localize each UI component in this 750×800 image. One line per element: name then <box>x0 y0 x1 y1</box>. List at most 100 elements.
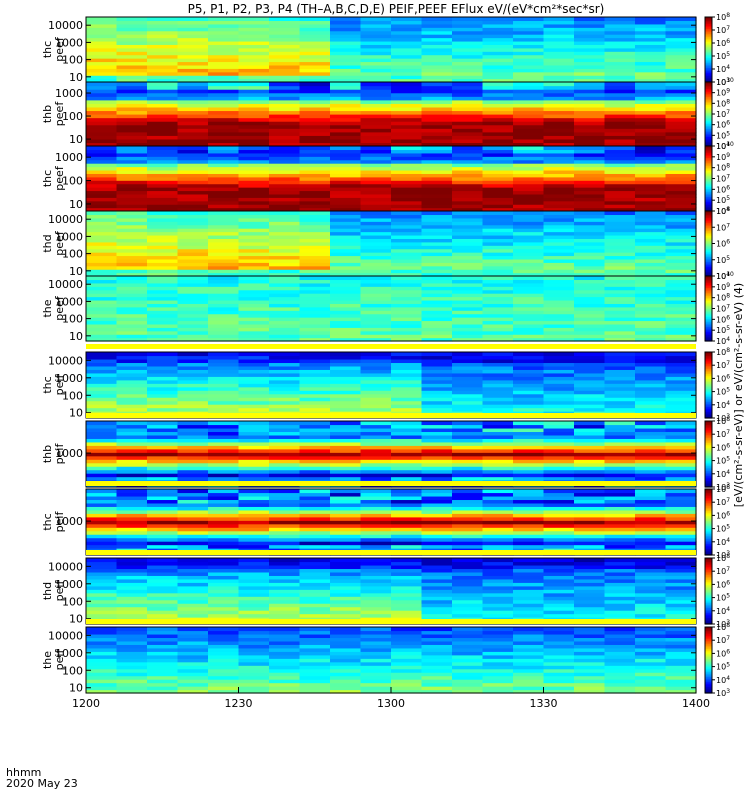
heatmap-cell <box>86 211 118 216</box>
heatmap-cell <box>330 293 362 298</box>
heatmap-cell <box>452 128 484 133</box>
heatmap-cell <box>360 272 392 277</box>
heatmap-cell <box>330 51 362 56</box>
heatmap-cell <box>299 603 331 608</box>
heatmap-cell <box>208 299 240 304</box>
heatmap-cell <box>421 110 453 115</box>
heatmap-cell <box>208 58 240 63</box>
heatmap-cell <box>299 17 331 22</box>
heatmap-cell <box>208 248 240 253</box>
heatmap-cell <box>421 117 453 122</box>
heatmap-cell <box>86 606 118 611</box>
heatmap-cell <box>665 252 697 257</box>
heatmap-cell <box>177 207 209 212</box>
heatmap-cell <box>330 489 362 494</box>
heatmap-cell <box>330 68 362 73</box>
heatmap-cell <box>116 499 148 504</box>
heatmap-cell <box>147 459 179 464</box>
heatmap-cell <box>665 258 697 263</box>
heatmap-cell <box>116 527 148 532</box>
heatmap-cell <box>238 541 270 546</box>
heatmap-cell <box>635 190 667 195</box>
heatmap-cell <box>330 352 362 357</box>
heatmap-cell <box>391 323 423 328</box>
heatmap-cell <box>116 448 148 453</box>
heatmap-cell <box>116 599 148 604</box>
heatmap-cell <box>147 135 179 140</box>
heatmap-cell <box>330 682 362 687</box>
colorbar-swatch <box>705 567 712 571</box>
heatmap-cell <box>635 434 667 439</box>
y-tick-label: 10 <box>69 71 83 84</box>
heatmap-cell <box>665 142 697 147</box>
heatmap-cell <box>635 383 667 388</box>
colorbar-swatch <box>705 202 712 206</box>
heatmap-cell <box>208 323 240 328</box>
heatmap-cell <box>86 452 118 457</box>
heatmap-cell <box>635 390 667 395</box>
heatmap-cell <box>482 156 514 161</box>
colorbar-swatch <box>705 493 712 497</box>
heatmap-cell <box>513 606 545 611</box>
heatmap-cell <box>147 214 179 219</box>
heatmap-cell <box>269 434 301 439</box>
heatmap-cell <box>574 610 606 615</box>
heatmap-cell <box>360 658 392 663</box>
colorbar-swatch <box>705 497 712 500</box>
heatmap-cell <box>116 103 148 108</box>
colorbar-swatch <box>705 458 712 462</box>
heatmap-cell <box>421 173 453 178</box>
heatmap-cell <box>299 358 331 364</box>
heatmap-cell <box>147 376 179 381</box>
heatmap-cell <box>513 452 545 457</box>
heatmap-cell <box>421 34 453 39</box>
heatmap-cell <box>604 393 636 398</box>
heatmap-cell <box>665 64 697 69</box>
heatmap-cell <box>482 30 514 35</box>
heatmap-cell <box>391 200 423 205</box>
heatmap-cell <box>269 383 301 388</box>
heatmap-cell <box>330 661 362 666</box>
heatmap-cell <box>330 640 362 645</box>
heatmap-cell <box>513 585 545 590</box>
heatmap-cell <box>360 252 392 257</box>
heatmap-cell <box>543 211 575 216</box>
heatmap-cell <box>421 459 453 464</box>
heatmap-cell <box>635 166 667 171</box>
heatmap-cell <box>330 279 362 284</box>
heatmap-cell <box>208 211 240 216</box>
heatmap-cell <box>421 190 453 195</box>
heatmap-cell <box>299 221 331 226</box>
heatmap-cell <box>391 110 423 115</box>
heatmap-cell <box>452 672 484 677</box>
heatmap-cell <box>360 589 392 594</box>
heatmap-cell <box>147 323 179 328</box>
heatmap-cell <box>86 369 118 374</box>
colorbar-swatch <box>705 196 712 199</box>
heatmap-cell <box>116 142 148 147</box>
heatmap-cell <box>635 54 667 59</box>
heatmap-cell <box>543 561 575 566</box>
heatmap-cell <box>391 135 423 140</box>
heatmap-cell <box>360 204 392 209</box>
heatmap-cell <box>116 159 148 164</box>
heatmap-cell <box>299 689 331 694</box>
colorbar-swatch <box>705 186 712 189</box>
heatmap-cell <box>665 455 697 460</box>
heatmap-cell <box>421 564 453 570</box>
heatmap-cell <box>391 689 423 694</box>
heatmap-cell <box>604 289 636 294</box>
heatmap-cell <box>86 489 118 494</box>
heatmap-cell <box>604 64 636 69</box>
heatmap-cell <box>482 352 514 357</box>
heatmap-cell <box>391 462 423 467</box>
heatmap-cell <box>208 571 240 576</box>
heatmap-cell <box>482 534 514 539</box>
heatmap-cell <box>513 117 545 122</box>
heatmap-cell <box>482 114 514 119</box>
colorbar-swatch <box>705 279 712 282</box>
heatmap-cell <box>635 71 667 76</box>
heatmap-cell <box>452 193 484 198</box>
heatmap-cell <box>482 330 514 335</box>
heatmap-cell <box>147 310 179 315</box>
